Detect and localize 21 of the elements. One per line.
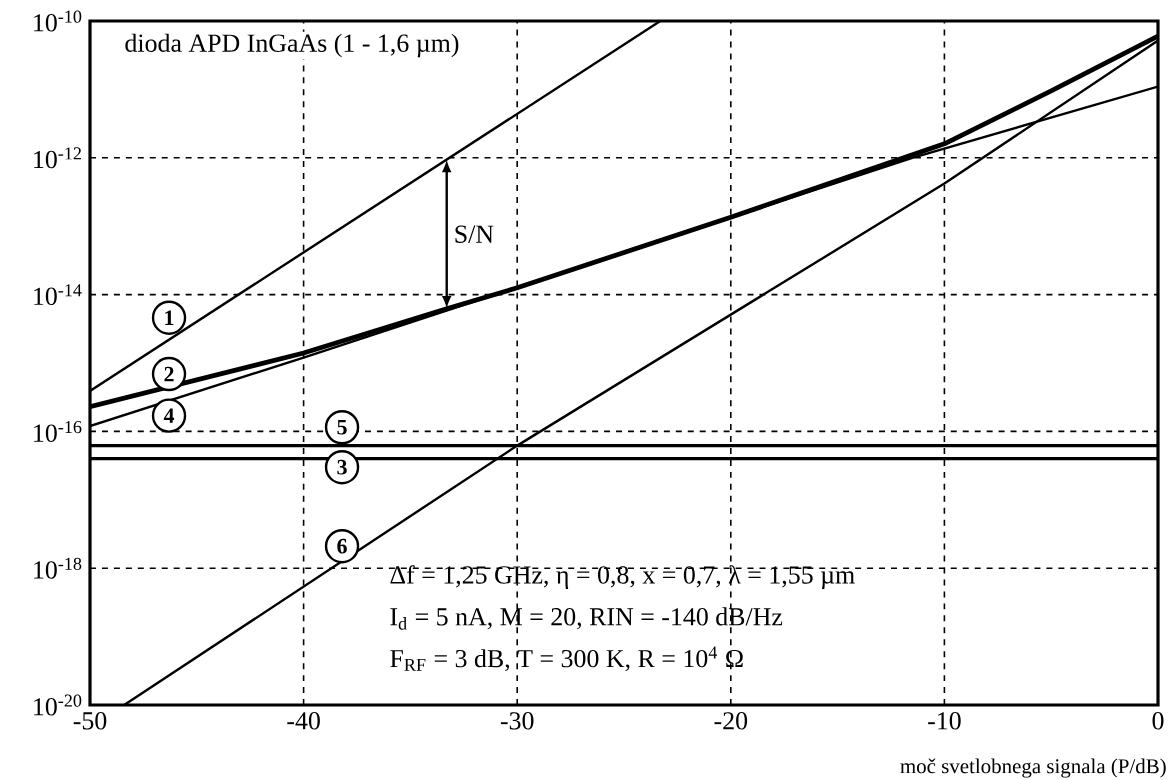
annotation: S/N <box>455 225 494 243</box>
annotation: 6 <box>337 538 347 554</box>
y-tick-label: 10$^{-10}$ <box>34 10 82 32</box>
x-tick-label: 0 <box>1152 712 1164 730</box>
annotation: 2 <box>164 366 174 382</box>
x-tick-label: -40 <box>287 712 320 730</box>
x-axis-title: moč svetlobnega signala (P/dB) <box>900 758 1166 778</box>
y-tick-label: 10$^{-14}$ <box>34 284 82 306</box>
chart-title: dioda APD InGaAs (1 - 1,6 µm) <box>125 33 459 58</box>
annotation: F$_{RF}$ = 3 dB, T = 300 K, R = 10$^{4}$ Ω <box>390 646 743 672</box>
x-tick-label: -10 <box>928 712 961 730</box>
y-tick-label: 10$^{-16}$ <box>34 420 82 442</box>
y-tick-label: 10$^{-12}$ <box>34 147 81 169</box>
annotation: 1 <box>165 310 174 325</box>
y-tick-label: 10$^{-18}$ <box>34 557 82 579</box>
annotation: 5 <box>337 419 347 435</box>
x-tick-label: -20 <box>714 712 748 730</box>
annotation: 4 <box>163 408 175 423</box>
annotation: 3 <box>337 459 347 475</box>
x-tick-label: -30 <box>500 712 534 730</box>
annotation: I$_{d}$ = 5 nA, M = 20, RIN = -140 dB/Hz <box>390 607 783 630</box>
